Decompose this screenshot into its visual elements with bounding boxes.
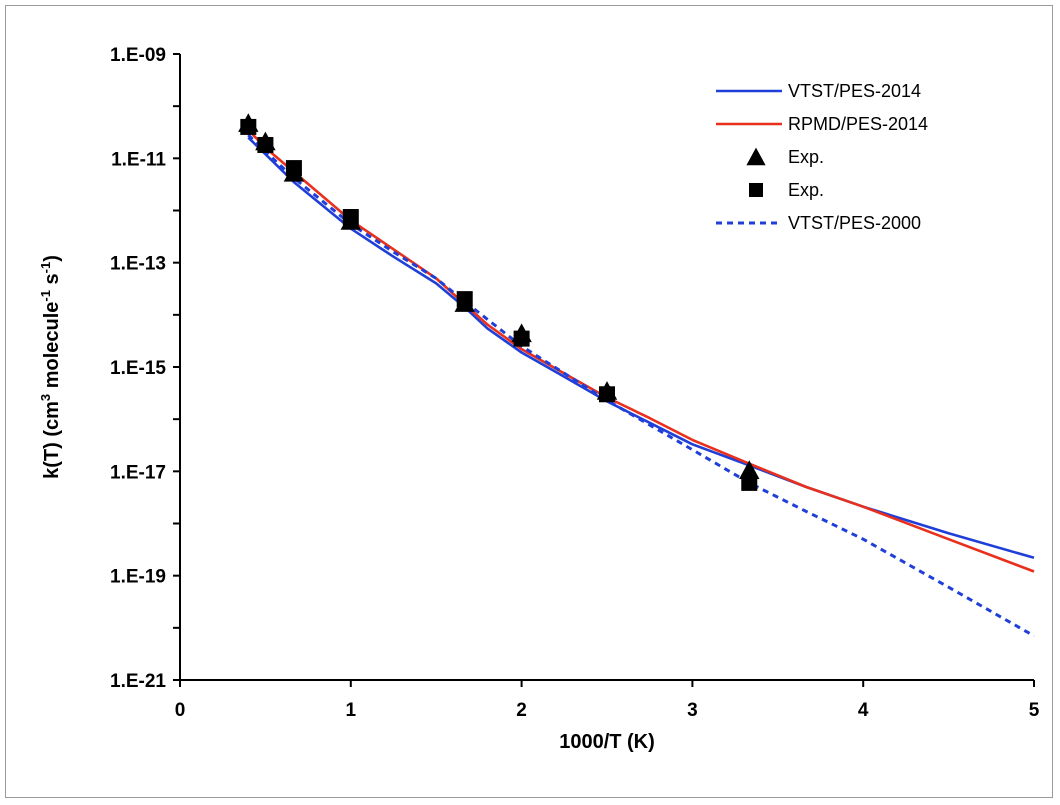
y-tick-label: 1.E-19 xyxy=(110,567,166,588)
legend-label: VTST/PES-2014 xyxy=(788,81,921,101)
axes: 0 1 2 3 4 5 1.E-09 1.E-11 1.E-13 1.E-15 1.E-17 1.E-… xyxy=(110,45,1040,721)
data-point-square xyxy=(741,474,758,491)
y-axis-title-mid: molecule xyxy=(41,302,63,394)
y-axis-title-sup3: -1 xyxy=(38,262,53,274)
series-line-vtst-pes-2014 xyxy=(247,136,1035,560)
legend-swatch-triangle xyxy=(746,147,766,166)
y-axis-title: k(T) (cm3 molecule-1 s-1) xyxy=(38,255,63,479)
legend-label: Exp. xyxy=(788,147,824,167)
data-point-square xyxy=(599,386,615,403)
y-tick-label: 1.E-17 xyxy=(110,462,166,483)
x-tick-label: 4 xyxy=(858,700,869,721)
data-point-square xyxy=(257,137,274,154)
legend-label: RPMD/PES-2014 xyxy=(788,114,928,134)
series-line-rpmd-pes-2014 xyxy=(247,129,1035,573)
y-tick-label: 1.E-13 xyxy=(110,254,166,275)
series-line-vtst-pes-2000 xyxy=(247,133,1035,638)
y-tick-label: 1.E-11 xyxy=(111,149,166,170)
x-tick-label: 1 xyxy=(346,700,357,721)
y-axis-title-mid2: s xyxy=(41,273,63,290)
data-point-square xyxy=(513,330,530,347)
y-axis-title-sup1: 3 xyxy=(38,394,53,401)
data-point-square xyxy=(240,118,257,135)
chart-frame: 0 1 2 3 4 5 1.E-09 1.E-11 1.E-13 1.E-15 1.E-17 1.E-… xyxy=(5,5,1053,798)
y-axis-title-sup2: -1 xyxy=(38,290,53,302)
data-point-square xyxy=(285,160,302,177)
data-point-square xyxy=(456,291,473,308)
legend-label: Exp. xyxy=(788,180,824,200)
data-point-square xyxy=(342,209,359,226)
legend-label: VTST/PES-2000 xyxy=(788,213,921,233)
chart-svg: 0 1 2 3 4 5 1.E-09 1.E-11 1.E-13 1.E-15 1.E-17 1.E-… xyxy=(38,45,1040,753)
x-axis-title: 1000/T (K) xyxy=(559,731,655,753)
x-tick-label: 3 xyxy=(687,700,698,721)
data-point-triangle xyxy=(739,460,760,479)
y-tick-label: 1.E-09 xyxy=(110,45,166,66)
y-axis-title-end: ) xyxy=(41,255,63,262)
y-axis-title-base: k(T) (cm xyxy=(41,401,63,479)
plot-area xyxy=(238,113,1035,638)
y-tick-label: 1.E-15 xyxy=(110,358,166,379)
legend-swatch-square xyxy=(749,183,763,197)
x-tick-label: 2 xyxy=(516,700,527,721)
x-tick-label: 0 xyxy=(175,700,186,721)
legend: VTST/PES-2014 RPMD/PES-2014 Exp. Exp. VTST/P… xyxy=(716,81,928,233)
x-tick-label: 5 xyxy=(1029,700,1040,721)
y-tick-label: 1.E-21 xyxy=(110,671,166,692)
